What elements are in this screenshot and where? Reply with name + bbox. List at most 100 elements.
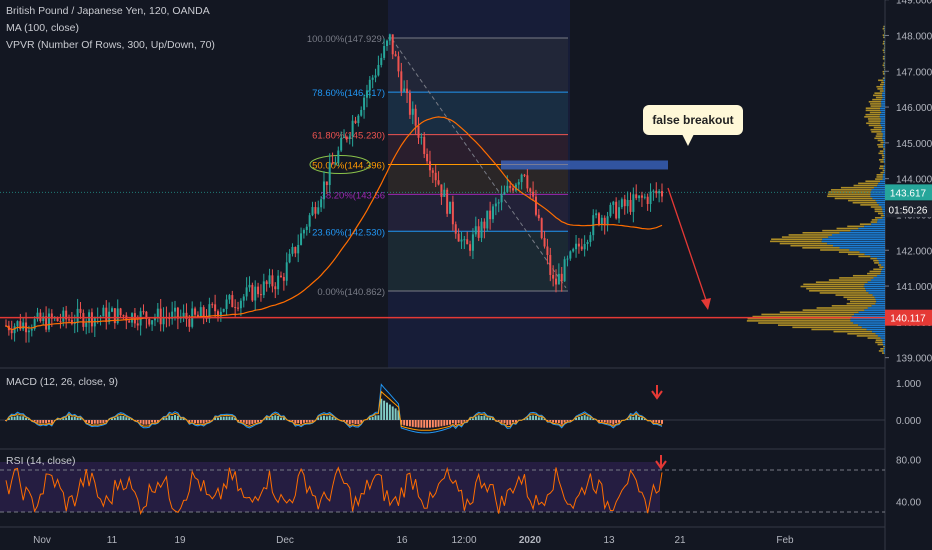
vpvr-bar [878, 204, 885, 206]
macd-histogram-bar [248, 420, 251, 425]
x-axis-tick-label: 16 [396, 535, 408, 546]
vpvr-bar [853, 184, 878, 187]
vpvr-bar [884, 77, 885, 79]
vpvr-bar [869, 111, 882, 114]
candle-body [632, 194, 635, 212]
vpvr-bar [880, 171, 884, 174]
candle-body [426, 153, 429, 162]
vpvr-bar [882, 27, 885, 30]
vpvr-bar [835, 294, 873, 296]
candle-body [176, 307, 179, 319]
candle-body [552, 274, 555, 279]
y-axis-tick-label: 141.000 [896, 282, 932, 293]
candle-body [45, 316, 48, 330]
vpvr-bar [881, 111, 885, 114]
macd-histogram-bar [380, 398, 383, 420]
macd-histogram-bar [618, 420, 621, 423]
candle-body [225, 299, 228, 309]
candle-body [603, 217, 606, 225]
macd-histogram-bar [532, 415, 535, 420]
candle-body [188, 318, 191, 327]
x-axis-tick-label: 12:00 [451, 535, 476, 546]
vpvr-bar [880, 107, 885, 110]
vpvr-bar [876, 133, 883, 135]
candle-body [311, 207, 314, 216]
candle-body [411, 108, 414, 115]
candle-body [288, 253, 291, 263]
macd-histogram-bar [225, 416, 228, 420]
vpvr-bar [882, 174, 885, 176]
candle-body [262, 281, 265, 296]
candle-body [291, 247, 294, 254]
vpvr-bar [881, 105, 885, 107]
vpvr-bar [800, 285, 864, 288]
macd-histogram-bar [480, 415, 483, 420]
macd-histogram-bar [635, 415, 638, 420]
vpvr-bar [884, 68, 885, 71]
macd-histogram-bar [420, 420, 423, 428]
vpvr-bar [881, 103, 885, 105]
macd-histogram-bar [491, 418, 494, 420]
candle-body [202, 307, 205, 318]
candle-body [285, 262, 288, 281]
vpvr-bar [839, 247, 885, 249]
x-axis-tick-label: 19 [174, 535, 186, 546]
fib-level-label: 50.00%(144.396) [312, 160, 385, 171]
vpvr-bar [864, 253, 885, 256]
macd-histogram-bar [460, 420, 463, 425]
macd-histogram-bar [62, 418, 65, 420]
macd-histogram-bar [348, 420, 351, 425]
macd-histogram-bar [139, 420, 142, 424]
candle-body [414, 108, 417, 126]
candle-body [136, 323, 139, 326]
candle-body [239, 300, 242, 309]
vpvr-bar [861, 326, 885, 329]
macd-histogram-bar [360, 420, 363, 423]
macd-histogram-bar [113, 417, 116, 420]
candle-body [99, 316, 102, 318]
vpvr-bar [883, 79, 885, 82]
macd-histogram-bar [10, 416, 13, 420]
macd-histogram-bar [277, 415, 280, 420]
vpvr-bar [876, 176, 883, 178]
candle-body [156, 308, 159, 318]
candle-body [351, 120, 354, 137]
vpvr-bar [880, 161, 884, 163]
vpvr-bar [883, 66, 885, 69]
macd-histogram-bar [317, 417, 320, 420]
macd-histogram-bar [577, 416, 580, 420]
macd-histogram-bar [36, 420, 39, 423]
macd-histogram-bar [328, 415, 331, 420]
vpvr-bar [883, 146, 885, 148]
vpvr-bar [875, 199, 885, 202]
candle-body [302, 229, 305, 234]
vpvr-bar [873, 186, 885, 189]
macd-histogram-bar [116, 416, 119, 420]
candle-body [162, 316, 165, 325]
vpvr-bar [870, 206, 882, 208]
vpvr-bar [858, 324, 885, 326]
vpvr-bar [792, 326, 862, 329]
candle-body [457, 233, 460, 242]
vpvr-bar [848, 199, 876, 202]
candle-body [589, 235, 592, 242]
candle-body [466, 239, 469, 245]
candle-body [388, 34, 391, 41]
candle-body [257, 286, 260, 295]
candle-body [454, 224, 457, 234]
candle-body [36, 312, 39, 320]
macd-tick-label: 1.000 [896, 379, 921, 390]
candle-body [65, 310, 68, 320]
candle-body [331, 162, 334, 165]
vpvr-bar [880, 124, 885, 127]
vpvr-bar [884, 73, 885, 75]
vpvr-bar [850, 320, 885, 322]
vpvr-bar [883, 62, 885, 64]
macd-histogram-bar [552, 420, 555, 423]
macd-histogram-bar [22, 416, 25, 420]
fib-level-label: 0.00%(140.862) [317, 287, 385, 298]
candle-body [234, 307, 237, 309]
vpvr-bar [881, 154, 885, 157]
macd-histogram-bar [354, 420, 357, 425]
